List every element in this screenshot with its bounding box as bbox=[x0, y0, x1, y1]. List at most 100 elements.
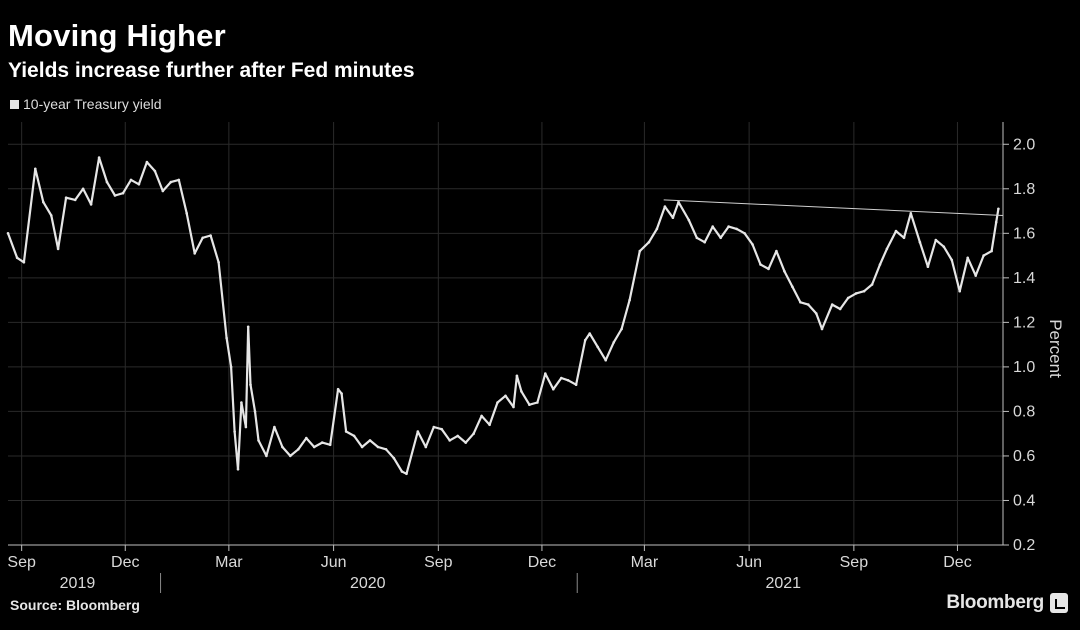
data-point bbox=[480, 414, 483, 418]
data-point bbox=[105, 180, 109, 184]
data-point bbox=[240, 401, 243, 404]
data-point bbox=[253, 410, 257, 413]
data-point bbox=[596, 345, 599, 349]
data-point bbox=[424, 445, 428, 449]
data-point bbox=[663, 205, 667, 208]
data-point bbox=[440, 427, 444, 431]
series bbox=[6, 156, 1004, 476]
data-point bbox=[64, 196, 68, 199]
trendline bbox=[663, 199, 1004, 216]
data-point bbox=[767, 267, 770, 271]
chart-subtitle: Yields increase further after Fed minute… bbox=[8, 59, 415, 82]
data-point bbox=[137, 183, 141, 186]
data-point bbox=[289, 454, 292, 458]
data-point bbox=[815, 312, 818, 315]
data-point bbox=[862, 289, 866, 293]
y-tick-label: 1.2 bbox=[1013, 314, 1035, 331]
data-point bbox=[934, 238, 938, 242]
data-point bbox=[336, 387, 340, 391]
data-point bbox=[246, 325, 250, 329]
data-point bbox=[677, 200, 680, 204]
x-tick-label: Jun bbox=[321, 554, 347, 571]
y-tick-label: 0.2 bbox=[1013, 537, 1035, 554]
data-point bbox=[552, 387, 555, 391]
data-point bbox=[695, 236, 699, 240]
data-point bbox=[544, 372, 547, 375]
year-label: 2020 bbox=[350, 575, 386, 592]
bloomberg-logo: Bloomberg bbox=[946, 592, 1068, 614]
x-tick-label: Mar bbox=[631, 554, 659, 571]
data-point bbox=[620, 327, 623, 331]
data-point bbox=[121, 191, 125, 195]
grid-lines bbox=[8, 122, 1003, 546]
data-point bbox=[368, 439, 372, 442]
data-point bbox=[42, 200, 45, 204]
data-point bbox=[344, 430, 348, 433]
data-point bbox=[193, 252, 196, 255]
data-point bbox=[81, 187, 85, 191]
data-point bbox=[416, 430, 420, 433]
data-point bbox=[994, 220, 998, 224]
data-point bbox=[885, 247, 889, 251]
year-label: 2019 bbox=[60, 575, 96, 592]
data-point bbox=[783, 269, 786, 273]
data-point bbox=[711, 225, 714, 228]
data-point bbox=[909, 212, 913, 215]
data-point bbox=[628, 298, 631, 302]
data-point bbox=[384, 448, 388, 451]
data-point bbox=[472, 432, 475, 436]
data-point bbox=[129, 178, 133, 182]
data-point bbox=[588, 332, 591, 335]
data-point bbox=[735, 227, 738, 231]
data-point bbox=[687, 218, 691, 222]
data-point bbox=[305, 436, 308, 440]
data-point bbox=[846, 296, 850, 300]
data-point bbox=[604, 358, 607, 362]
data-point bbox=[974, 274, 977, 277]
data-point bbox=[958, 289, 961, 293]
y-tick-label: 0.6 bbox=[1013, 448, 1035, 465]
series-line-10y-yield bbox=[6, 156, 1000, 475]
chart-title: Moving Higher bbox=[8, 18, 226, 53]
data-point bbox=[340, 392, 343, 395]
data-point bbox=[950, 258, 954, 262]
data-point bbox=[249, 383, 252, 387]
tick-labels: Sep Dec Mar Jun Sep Dec Mar Jun Sep Dec 0.2 0.4 0.6 0… bbox=[7, 136, 1065, 592]
data-point bbox=[15, 256, 19, 260]
data-point bbox=[405, 472, 408, 476]
data-point bbox=[432, 425, 436, 429]
data-point bbox=[297, 448, 300, 451]
data-point bbox=[982, 254, 985, 257]
data-point bbox=[50, 214, 53, 217]
data-point bbox=[870, 283, 874, 286]
y-tick-label: 1.0 bbox=[1013, 359, 1035, 376]
data-point bbox=[560, 376, 563, 380]
data-point bbox=[799, 301, 802, 304]
data-point bbox=[719, 236, 722, 240]
data-point bbox=[456, 434, 460, 438]
data-point bbox=[73, 198, 77, 202]
data-point bbox=[320, 441, 324, 444]
data-point bbox=[528, 403, 531, 407]
data-point bbox=[612, 341, 615, 344]
data-point bbox=[638, 249, 642, 253]
data-point bbox=[169, 180, 173, 184]
y-tick-label: 1.6 bbox=[1013, 225, 1035, 242]
y-tick-label: 1.8 bbox=[1013, 181, 1035, 198]
x-tick-label: Mar bbox=[215, 554, 243, 571]
data-point bbox=[966, 256, 969, 260]
data-point bbox=[161, 189, 165, 193]
data-point bbox=[56, 247, 60, 251]
data-point bbox=[177, 178, 181, 182]
data-point bbox=[566, 379, 570, 382]
data-point bbox=[902, 236, 906, 240]
data-point bbox=[743, 232, 746, 235]
data-point bbox=[400, 470, 404, 473]
data-point bbox=[926, 265, 930, 269]
data-point bbox=[153, 169, 157, 173]
x-tick-label: Sep bbox=[840, 554, 869, 571]
data-point bbox=[751, 243, 754, 246]
data-point bbox=[655, 227, 659, 231]
data-point bbox=[145, 160, 149, 164]
